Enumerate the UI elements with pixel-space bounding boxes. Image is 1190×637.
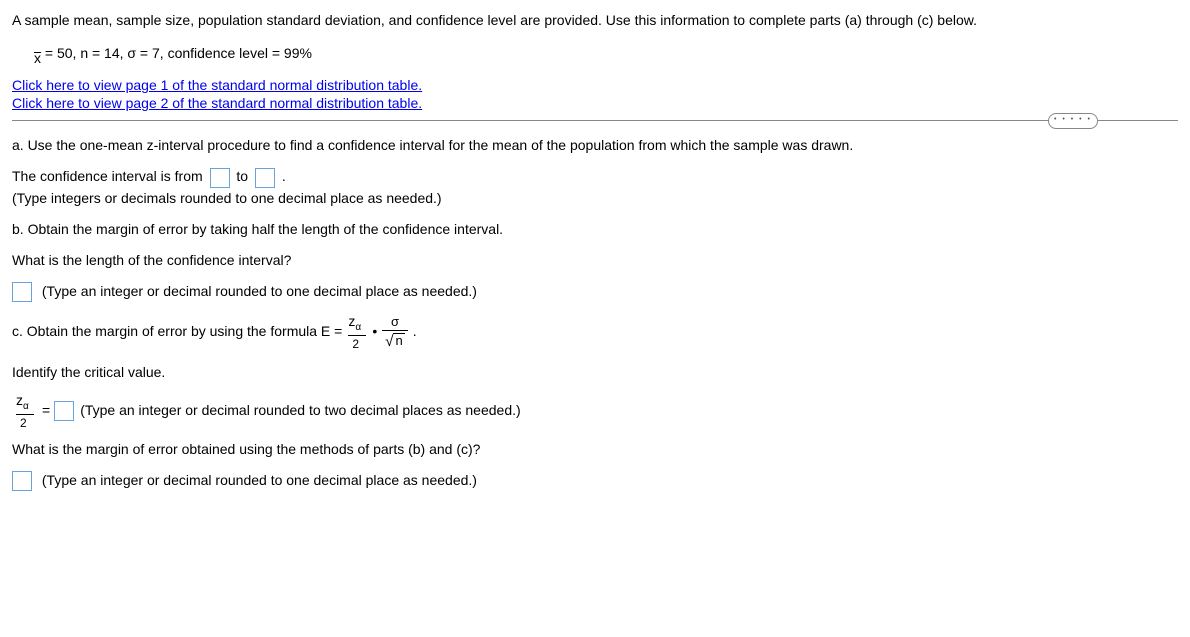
part-c-prompt: c. Obtain the margin of error by using t…	[12, 314, 1178, 350]
dot-operator: •	[372, 321, 377, 342]
collapse-dots-icon[interactable]: • • • • •	[1048, 113, 1098, 129]
ci-label-before: The confidence interval is from	[12, 168, 203, 184]
part-b-answer-row: (Type an integer or decimal rounded to o…	[12, 281, 1178, 302]
xbar-symbol: x	[34, 52, 41, 64]
part-a-prompt: a. Use the one-mean z-interval procedure…	[12, 135, 1178, 156]
part-c-question2: What is the margin of error obtained usi…	[12, 439, 1178, 460]
n-value: n = 14,	[80, 45, 123, 61]
ci-lower-input[interactable]	[210, 168, 230, 188]
section-divider: • • • • •	[12, 120, 1178, 121]
part-c-note2: (Type an integer or decimal rounded to o…	[42, 472, 477, 488]
link-table-page2[interactable]: Click here to view page 2 of the standar…	[12, 94, 1178, 112]
sigma-over-sqrt-n: σ √n	[382, 315, 407, 348]
given-values: x = 50, n = 14, σ = 7, confidence level …	[34, 43, 1178, 64]
formula-period: .	[413, 321, 417, 342]
part-c-answer2-row: (Type an integer or decimal rounded to o…	[12, 470, 1178, 491]
xbar-value: = 50,	[45, 45, 77, 61]
ci-label-after: .	[282, 168, 286, 184]
link-table-page1[interactable]: Click here to view page 1 of the standar…	[12, 76, 1178, 94]
part-c-text: c. Obtain the margin of error by using t…	[12, 321, 342, 342]
identify-critical-value: Identify the critical value.	[12, 362, 1178, 383]
margin-error-input[interactable]	[12, 471, 32, 491]
part-b-question: What is the length of the confidence int…	[12, 250, 1178, 271]
part-b-note: (Type an integer or decimal rounded to o…	[42, 283, 477, 299]
ci-upper-input[interactable]	[255, 168, 275, 188]
part-a-note: (Type integers or decimals rounded to on…	[12, 190, 442, 206]
intro-text: A sample mean, sample size, population s…	[12, 10, 1178, 31]
z-alpha-over-2-label: zα 2	[16, 393, 34, 429]
critical-value-row: zα 2 = (Type an integer or decimal round…	[12, 393, 1178, 429]
part-b-prompt: b. Obtain the margin of error by taking …	[12, 219, 1178, 240]
equals-sign: =	[42, 400, 50, 421]
ci-length-input[interactable]	[12, 282, 32, 302]
ci-label-mid: to	[236, 168, 248, 184]
z-alpha-over-2-symbol: zα 2	[348, 314, 366, 350]
sigma-value: σ = 7,	[127, 45, 163, 61]
critical-value-input[interactable]	[54, 401, 74, 421]
part-c-note: (Type an integer or decimal rounded to t…	[80, 400, 520, 421]
confidence-level: confidence level = 99%	[168, 45, 312, 61]
part-a-answer-row: The confidence interval is from to . (Ty…	[12, 166, 1178, 208]
